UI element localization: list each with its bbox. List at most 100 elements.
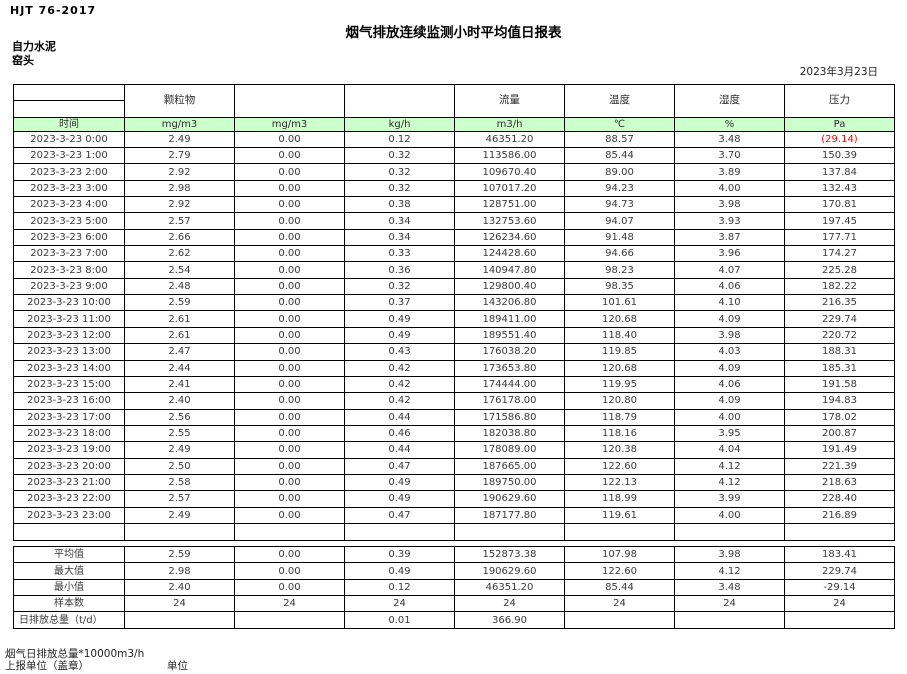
value-cell: 191.58 <box>784 375 895 394</box>
value-cell: 2.58 <box>124 473 235 492</box>
summary-value-cell: 2.40 <box>124 578 235 597</box>
value-cell: 0.42 <box>344 375 455 394</box>
value-cell: 89.00 <box>564 163 675 181</box>
group-header-cell <box>234 84 345 118</box>
summary-value-cell: 0.39 <box>344 545 455 564</box>
summary-label-cell: 最小值 <box>13 578 125 597</box>
value-cell: 0.00 <box>234 326 345 345</box>
value-cell: 189750.00 <box>454 473 565 492</box>
value-cell: 120.38 <box>564 441 675 459</box>
empty-cell <box>344 522 455 541</box>
value-cell: 98.35 <box>564 277 675 296</box>
value-cell: 0.00 <box>234 179 345 198</box>
value-cell: 0.49 <box>344 490 455 508</box>
unit-cell: % <box>674 116 785 132</box>
value-cell: 0.00 <box>234 212 345 230</box>
value-cell: 98.23 <box>564 261 675 279</box>
value-cell: 0.12 <box>344 130 455 149</box>
value-cell: 2.62 <box>124 245 235 263</box>
value-cell: 174.27 <box>784 245 895 263</box>
table-row: 2023-3-23 3:00 2.98 0.00 0.32 107017.20 94.23… <box>13 179 895 198</box>
summary-value-cell <box>124 611 235 629</box>
time-cell: 2023-3-23 15:00 <box>13 375 125 394</box>
empty-cell <box>674 522 785 541</box>
value-cell: 216.35 <box>784 294 895 312</box>
value-cell: 3.96 <box>674 245 785 263</box>
value-cell: 0.00 <box>234 228 345 247</box>
monitoring-table: 颗粒物 流量 温度 湿度 压力 时间 mg/m3 mg/m3 kg/h m3/h ℃% Pa 2023… <box>13 83 895 541</box>
table-row: 2023-3-23 13:00 2.47 0.00 0.43 176038.20 119.… <box>13 343 895 361</box>
value-cell: 2.50 <box>124 457 235 475</box>
summary-value-cell: 0.01 <box>344 611 455 629</box>
value-cell: 0.37 <box>344 294 455 312</box>
value-cell: 0.00 <box>234 490 345 508</box>
value-cell: 0.38 <box>344 196 455 214</box>
table-row: 2023-3-23 0:00 2.49 0.00 0.12 46351.20 88.57 3… <box>13 130 895 149</box>
table-row: 2023-3-23 12:00 2.61 0.00 0.49 189551.40 118.… <box>13 326 895 345</box>
unit-cell: mg/m3 <box>234 116 345 132</box>
value-cell: 2.61 <box>124 326 235 345</box>
table-row: 2023-3-23 20:00 2.50 0.00 0.47 187665.00 122.… <box>13 457 895 475</box>
value-cell: 120.68 <box>564 310 675 328</box>
value-cell: 0.49 <box>344 326 455 345</box>
table-row: 2023-3-23 21:00 2.58 0.00 0.49 189750.00 122.… <box>13 473 895 492</box>
standard-label: HJT 76-2017 <box>10 4 97 17</box>
value-cell: 119.61 <box>564 506 675 524</box>
value-cell: 218.63 <box>784 473 895 492</box>
value-cell: 2.56 <box>124 408 235 426</box>
summary-value-cell: 3.48 <box>674 578 785 597</box>
value-cell: 0.00 <box>234 457 345 475</box>
value-cell: 0.00 <box>234 375 345 394</box>
time-cell: 2023-3-23 20:00 <box>13 457 125 475</box>
value-cell: 2.57 <box>124 212 235 230</box>
value-cell: 4.10 <box>674 294 785 312</box>
table-row: 2023-3-23 1:00 2.79 0.00 0.32 113586.00 85.44… <box>13 147 895 165</box>
value-cell: 2.40 <box>124 392 235 410</box>
group-header-cell: 颗粒物 <box>124 84 235 118</box>
value-cell: 173653.80 <box>454 359 565 377</box>
value-cell: 113586.00 <box>454 147 565 165</box>
value-cell: 2.49 <box>124 441 235 459</box>
value-cell: 0.43 <box>344 343 455 361</box>
value-cell: 94.73 <box>564 196 675 214</box>
value-cell: 0.32 <box>344 277 455 296</box>
value-cell: 91.48 <box>564 228 675 247</box>
value-cell: 0.42 <box>344 359 455 377</box>
unit-cell: mg/m3 <box>124 116 235 132</box>
value-cell: 190629.60 <box>454 490 565 508</box>
value-cell: 129800.40 <box>454 277 565 296</box>
value-cell: 4.04 <box>674 441 785 459</box>
value-cell: 177.71 <box>784 228 895 247</box>
value-cell: 46351.20 <box>454 130 565 149</box>
summary-row: 最小值 2.40 0.00 0.12 46351.20 85.44 3.48 -29.14 <box>13 578 895 597</box>
value-cell: 229.74 <box>784 310 895 328</box>
value-cell: 94.07 <box>564 212 675 230</box>
value-cell: 0.00 <box>234 506 345 524</box>
time-header-cell: 时间 <box>13 116 125 132</box>
time-cell: 2023-3-23 7:00 <box>13 245 125 263</box>
summary-value-cell: 4.12 <box>674 562 785 580</box>
value-cell: 4.09 <box>674 392 785 410</box>
value-cell: 216.89 <box>784 506 895 524</box>
summary-value-cell: 2.98 <box>124 562 235 580</box>
value-cell: 191.49 <box>784 441 895 459</box>
table-row: 2023-3-23 2:00 2.92 0.00 0.32 109670.40 89.00… <box>13 163 895 181</box>
value-cell: 126234.60 <box>454 228 565 247</box>
time-cell: 2023-3-23 22:00 <box>13 490 125 508</box>
time-cell: 2023-3-23 11:00 <box>13 310 125 328</box>
value-cell: 176038.20 <box>454 343 565 361</box>
value-cell: 143206.80 <box>454 294 565 312</box>
table-row: 2023-3-23 4:00 2.92 0.00 0.38 128751.00 94.73… <box>13 196 895 214</box>
value-cell: 4.00 <box>674 179 785 198</box>
value-cell: 4.09 <box>674 359 785 377</box>
table-row: 2023-3-23 7:00 2.62 0.00 0.33 124428.60 94.66… <box>13 245 895 263</box>
value-cell: 2.49 <box>124 130 235 149</box>
value-cell: 118.40 <box>564 326 675 345</box>
value-cell: 0.00 <box>234 424 345 443</box>
value-cell: 2.92 <box>124 163 235 181</box>
empty-cell <box>13 522 125 541</box>
value-cell: 185.31 <box>784 359 895 377</box>
value-cell: 178.02 <box>784 408 895 426</box>
time-cell: 2023-3-23 12:00 <box>13 326 125 345</box>
value-cell: 3.48 <box>674 130 785 149</box>
